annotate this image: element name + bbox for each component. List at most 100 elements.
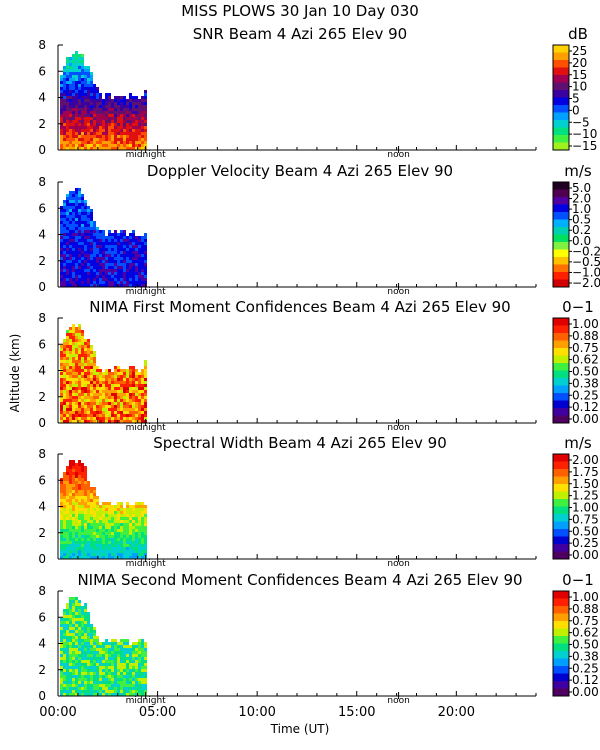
- heatmap-cells: [60, 51, 147, 150]
- heatmap-cell: [63, 529, 66, 532]
- heatmap-cell: [126, 369, 129, 372]
- heatmap-cell: [108, 102, 111, 105]
- heatmap-cell: [87, 269, 90, 272]
- heatmap-cell: [105, 505, 108, 508]
- heatmap-cell: [126, 242, 129, 245]
- heatmap-cell: [120, 99, 123, 102]
- heatmap-cell: [81, 360, 84, 363]
- colorbar-swatch: [553, 628, 569, 637]
- heatmap-cell: [66, 405, 69, 408]
- heatmap-cell: [108, 135, 111, 138]
- heatmap-cell: [75, 230, 78, 233]
- heatmap-cell: [117, 675, 120, 678]
- heatmap-cell: [60, 99, 63, 102]
- colorbar-tick-label: −15: [572, 139, 597, 153]
- heatmap-cell: [114, 120, 117, 123]
- heatmap-cell: [69, 597, 72, 600]
- heatmap-cell: [114, 417, 117, 420]
- heatmap-cell: [87, 663, 90, 666]
- heatmap-cell: [138, 687, 141, 690]
- heatmap-cell: [75, 342, 78, 345]
- heatmap-cell: [102, 272, 105, 275]
- heatmap-cell: [96, 96, 99, 99]
- heatmap-cell: [114, 405, 117, 408]
- heatmap-cell: [123, 147, 126, 150]
- heatmap-cell: [75, 203, 78, 206]
- heatmap-cell: [81, 96, 84, 99]
- heatmap-cell: [135, 123, 138, 126]
- heatmap-cell: [81, 345, 84, 348]
- heatmap-cell: [114, 284, 117, 287]
- heatmap-cell: [114, 372, 117, 375]
- heatmap-cell: [60, 520, 63, 523]
- heatmap-cell: [84, 254, 87, 257]
- heatmap-cell: [87, 408, 90, 411]
- heatmap-cell: [84, 399, 87, 402]
- heatmap-cell: [102, 105, 105, 108]
- heatmap-cell: [105, 672, 108, 675]
- heatmap-cell: [63, 269, 66, 272]
- heatmap-cell: [69, 535, 72, 538]
- heatmap-cell: [141, 284, 144, 287]
- heatmap-cell: [72, 366, 75, 369]
- heatmap-cell: [126, 239, 129, 242]
- heatmap-cell: [66, 242, 69, 245]
- heatmap-cell: [66, 511, 69, 514]
- heatmap-cell: [84, 645, 87, 648]
- heatmap-cell: [141, 547, 144, 550]
- heatmap-cell: [63, 105, 66, 108]
- heatmap-cell: [90, 215, 93, 218]
- heatmap-cell: [60, 393, 63, 396]
- heatmap-cell: [90, 144, 93, 147]
- heatmap-cell: [123, 105, 126, 108]
- heatmap-cell: [99, 111, 102, 114]
- heatmap-cell: [78, 257, 81, 260]
- heatmap-cell: [78, 678, 81, 681]
- colorbar-swatch: [553, 45, 569, 53]
- noon-label: noon: [387, 287, 409, 297]
- heatmap-cell: [114, 260, 117, 263]
- heatmap-cell: [60, 493, 63, 496]
- heatmap-cell: [63, 233, 66, 236]
- colorbar-tick-label: −0.5: [572, 255, 600, 269]
- heatmap-cell: [111, 660, 114, 663]
- heatmap-cell: [60, 417, 63, 420]
- heatmap-cell: [84, 375, 87, 378]
- colorbar-swatch: [553, 82, 569, 91]
- heatmap-cell: [108, 541, 111, 544]
- heatmap-cell: [81, 502, 84, 505]
- heatmap-cell: [135, 651, 138, 654]
- heatmap-cell: [129, 544, 132, 547]
- heatmap-cell: [84, 550, 87, 553]
- heatmap-cell: [111, 663, 114, 666]
- heatmap-cell: [144, 272, 147, 275]
- heatmap-cell: [114, 517, 117, 520]
- heatmap-cell: [93, 99, 96, 102]
- heatmap-cell: [81, 54, 84, 57]
- heatmap-cell: [69, 69, 72, 72]
- heatmap-cell: [87, 496, 90, 499]
- heatmap-cell: [132, 278, 135, 281]
- heatmap-cell: [123, 96, 126, 99]
- heatmap-cell: [87, 487, 90, 490]
- heatmap-cell: [87, 348, 90, 351]
- heatmap-cell: [75, 393, 78, 396]
- heatmap-cell: [78, 254, 81, 257]
- heatmap-cell: [66, 93, 69, 96]
- heatmap-cell: [129, 387, 132, 390]
- heatmap-cell: [87, 553, 90, 556]
- heatmap-cell: [138, 378, 141, 381]
- heatmap-cell: [135, 687, 138, 690]
- heatmap-cell: [90, 511, 93, 514]
- heatmap-cell: [144, 278, 147, 281]
- heatmap-cell: [126, 408, 129, 411]
- heatmap-cell: [126, 257, 129, 260]
- heatmap-cell: [87, 342, 90, 345]
- heatmap-cell: [114, 660, 117, 663]
- heatmap-cell: [108, 245, 111, 248]
- heatmap-cell: [126, 514, 129, 517]
- heatmap-cell: [75, 260, 78, 263]
- heatmap-cell: [126, 129, 129, 132]
- heatmap-cell: [99, 553, 102, 556]
- heatmap-cell: [108, 230, 111, 233]
